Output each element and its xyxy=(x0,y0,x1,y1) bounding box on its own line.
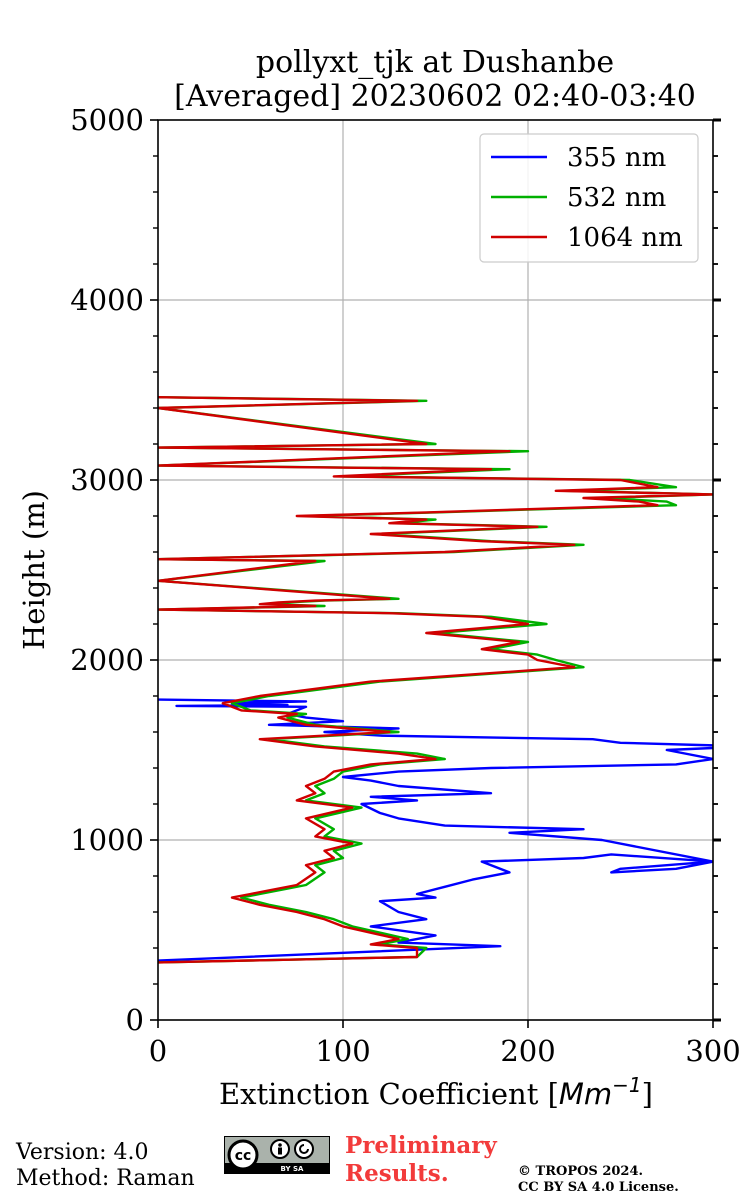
x-axis-label: Extinction Coefficient [Mm−1] xyxy=(219,1073,653,1111)
license-badge-text: BY SA xyxy=(281,1165,305,1173)
x-axis-label-unit: Mm xyxy=(559,1077,612,1111)
license-text: CC BY SA 4.0 License. xyxy=(518,1180,679,1195)
cc-icon: cc xyxy=(227,1139,259,1171)
results-label: Results. xyxy=(345,1160,449,1187)
legend: 355 nm 532 nm 1064 nm xyxy=(479,133,699,263)
y-tick-label: 4000 xyxy=(70,283,144,317)
x-tick-label: 300 xyxy=(685,1034,740,1068)
legend-items: 355 nm 532 nm 1064 nm xyxy=(491,143,683,253)
y-tick-label: 2000 xyxy=(70,643,144,677)
y-tick-label: 0 xyxy=(126,1003,144,1037)
x-axis-label-end: ] xyxy=(642,1077,653,1111)
y-tick-label: 5000 xyxy=(70,103,144,137)
plot-frame xyxy=(157,119,714,1021)
legend-label: 355 nm xyxy=(567,143,666,173)
series-line-532-nm xyxy=(158,396,713,964)
attribution-icon xyxy=(270,1139,290,1159)
legend-box xyxy=(479,133,699,263)
share-alike-icon xyxy=(294,1139,314,1159)
copyright-text: © TROPOS 2024. xyxy=(518,1164,644,1179)
y-tick-label: 3000 xyxy=(70,463,144,497)
legend-label: 1064 nm xyxy=(567,223,683,253)
series-line-1064-nm xyxy=(158,396,713,964)
x-axis-label-exponent: −1 xyxy=(612,1073,641,1097)
extinction-profile-chart: pollyxt_tjk at Dushanbe [Averaged] 20230… xyxy=(17,45,741,1111)
legend-label: 532 nm xyxy=(567,183,666,213)
grid-lines xyxy=(158,120,713,1020)
chart-title-line1: pollyxt_tjk at Dushanbe xyxy=(256,45,614,80)
y-axis-label: Height (m) xyxy=(17,490,51,650)
x-axis-label-text: Extinction Coefficient [ xyxy=(219,1077,559,1111)
series-line-355-nm xyxy=(158,698,713,962)
cc-license-badge: cc BY SA xyxy=(224,1136,330,1174)
preliminary-label: Preliminary xyxy=(345,1132,497,1159)
method-text: Method: Raman xyxy=(16,1166,195,1191)
series-lines xyxy=(158,396,713,964)
chart-title-line2: [Averaged] 20230602 02:40-03:40 xyxy=(174,79,696,114)
x-tick-label: 0 xyxy=(149,1034,167,1068)
x-tick-label: 200 xyxy=(500,1034,555,1068)
svg-text:cc: cc xyxy=(235,1148,252,1164)
y-tick-label: 1000 xyxy=(70,823,144,857)
version-text: Version: 4.0 xyxy=(16,1140,149,1165)
x-tick-label: 100 xyxy=(315,1034,370,1068)
